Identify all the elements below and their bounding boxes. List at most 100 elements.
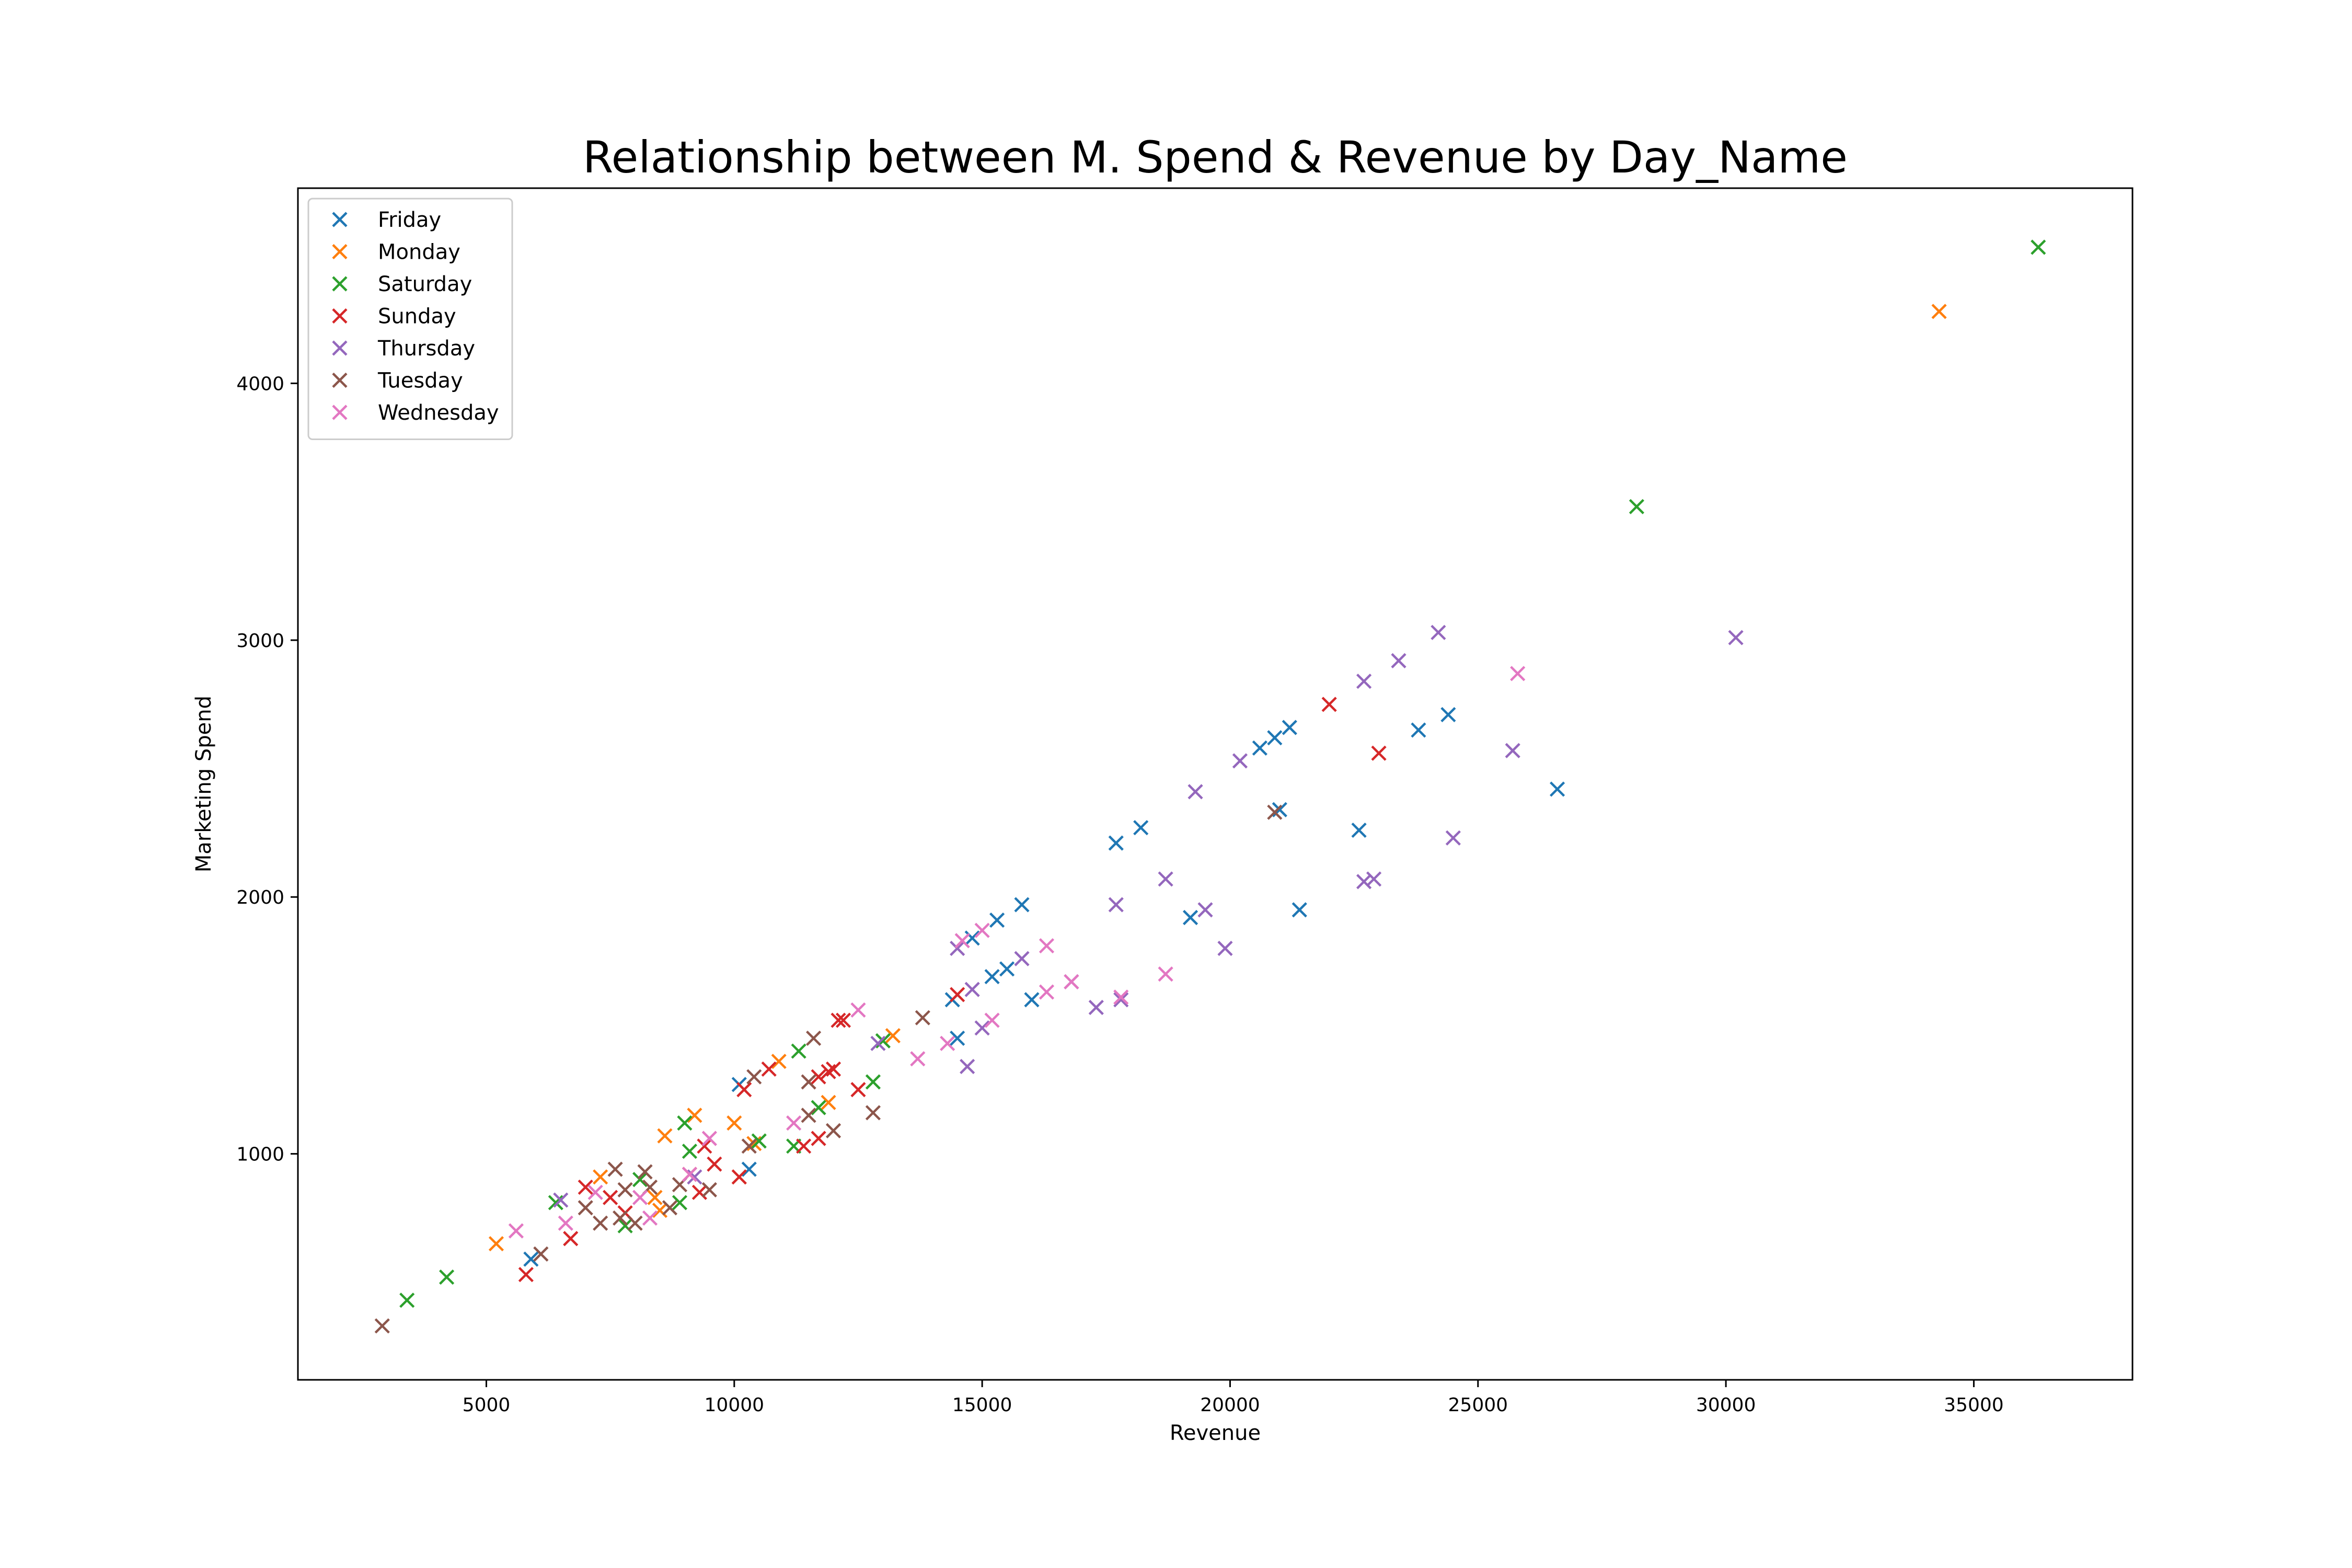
x-tick-label: 20000 [1200, 1394, 1260, 1416]
data-point-wednesday [632, 1190, 648, 1205]
data-point-thursday [1356, 874, 1372, 890]
marker-stroke [1108, 897, 1124, 913]
data-point-friday [1292, 902, 1307, 918]
data-point-tuesday [578, 1200, 593, 1216]
series-saturday [399, 239, 2046, 1308]
marker-stroke [332, 276, 348, 292]
marker-stroke [865, 1105, 881, 1121]
data-point-monday [488, 1236, 504, 1252]
data-point-thursday [1728, 630, 1744, 645]
data-point-thursday [1197, 902, 1213, 918]
data-point-friday [964, 930, 980, 946]
marker-stroke [672, 1195, 688, 1210]
data-point-thursday [1366, 871, 1382, 887]
data-point-saturday [1629, 499, 1644, 514]
data-point-friday [1282, 720, 1297, 735]
marker-stroke [687, 1108, 702, 1123]
data-point-monday [687, 1108, 702, 1123]
marker-stroke [1187, 784, 1203, 800]
marker-stroke [850, 1002, 866, 1018]
marker-stroke [950, 940, 965, 956]
marker-stroke [1728, 630, 1744, 645]
data-point-tuesday [701, 1182, 717, 1197]
data-point-tuesday [801, 1074, 816, 1090]
marker-stroke [632, 1172, 648, 1187]
data-point-thursday [553, 1192, 569, 1208]
data-point-sunday [736, 1082, 752, 1098]
marker-stroke [984, 1012, 1000, 1028]
marker-stroke [999, 961, 1015, 977]
data-point-sunday [950, 987, 965, 1002]
marker-stroke [1321, 697, 1337, 712]
marker-stroke [1217, 940, 1233, 956]
data-point-sunday [578, 1179, 593, 1195]
data-point-wednesday [642, 1210, 658, 1226]
data-point-tuesday [627, 1215, 643, 1231]
marker-stroke [1158, 871, 1173, 887]
marker-stroke [578, 1200, 593, 1216]
data-point-thursday [1431, 625, 1446, 640]
marker-stroke [1064, 974, 1079, 989]
marker-stroke [682, 1144, 698, 1159]
marker-stroke [1431, 625, 1446, 640]
data-point-sunday [811, 1131, 826, 1146]
series-friday [523, 707, 1565, 1267]
data-point-friday [1411, 722, 1426, 738]
marker-stroke [1158, 966, 1173, 982]
marker-stroke [811, 1069, 826, 1085]
data-point-thursday [1391, 653, 1406, 668]
data-point-wednesday [1064, 974, 1079, 989]
marker-stroke [1549, 781, 1565, 797]
marker-stroke [1024, 992, 1040, 1008]
data-point-friday [950, 1030, 965, 1046]
data-point-wednesday [954, 933, 970, 949]
y-tick-label: 2000 [236, 887, 284, 908]
marker-stroke [1133, 820, 1149, 836]
data-point-friday [1108, 835, 1124, 851]
marker-stroke [558, 1215, 573, 1231]
marker-stroke [662, 1200, 678, 1216]
marker-stroke [950, 1030, 965, 1046]
data-point-wednesday [558, 1215, 573, 1231]
marker-stroke [1445, 830, 1461, 846]
data-point-saturday [399, 1293, 415, 1308]
data-point-tuesday [865, 1105, 881, 1121]
marker-stroke [1440, 707, 1456, 722]
data-point-tuesday [662, 1200, 678, 1216]
marker-stroke [687, 1169, 702, 1185]
marker-stroke [657, 1128, 673, 1144]
data-point-thursday [1445, 830, 1461, 846]
data-point-saturday [811, 1100, 826, 1115]
marker-stroke [831, 1012, 846, 1028]
data-point-thursday [1108, 897, 1124, 913]
data-point-thursday [1158, 871, 1173, 887]
marker-stroke [677, 1115, 693, 1131]
data-point-tuesday [617, 1182, 633, 1197]
x-tick-label: 10000 [705, 1394, 765, 1416]
data-point-thursday [1232, 753, 1248, 769]
data-point-wednesday [940, 1035, 955, 1051]
marker-stroke [399, 1293, 415, 1308]
data-point-tuesday [801, 1108, 816, 1123]
marker-stroke [637, 1164, 653, 1180]
data-point-wednesday [1158, 966, 1173, 982]
marker-stroke [825, 1123, 841, 1138]
marker-stroke [801, 1074, 816, 1090]
marker-stroke [533, 1246, 549, 1262]
marker-stroke [1356, 673, 1372, 689]
marker-stroke [1014, 897, 1030, 913]
legend-marker-saturday [332, 276, 348, 292]
marker-stroke [1113, 989, 1129, 1005]
data-point-tuesday [825, 1123, 841, 1138]
data-point-thursday [1187, 784, 1203, 800]
marker-stroke [593, 1169, 608, 1185]
data-point-friday [523, 1251, 539, 1267]
marker-stroke [974, 923, 990, 938]
data-point-sunday [563, 1231, 579, 1247]
data-point-thursday [1088, 999, 1104, 1016]
data-point-friday [1440, 707, 1456, 722]
marker-stroke [332, 308, 348, 324]
marker-stroke [796, 1138, 812, 1154]
